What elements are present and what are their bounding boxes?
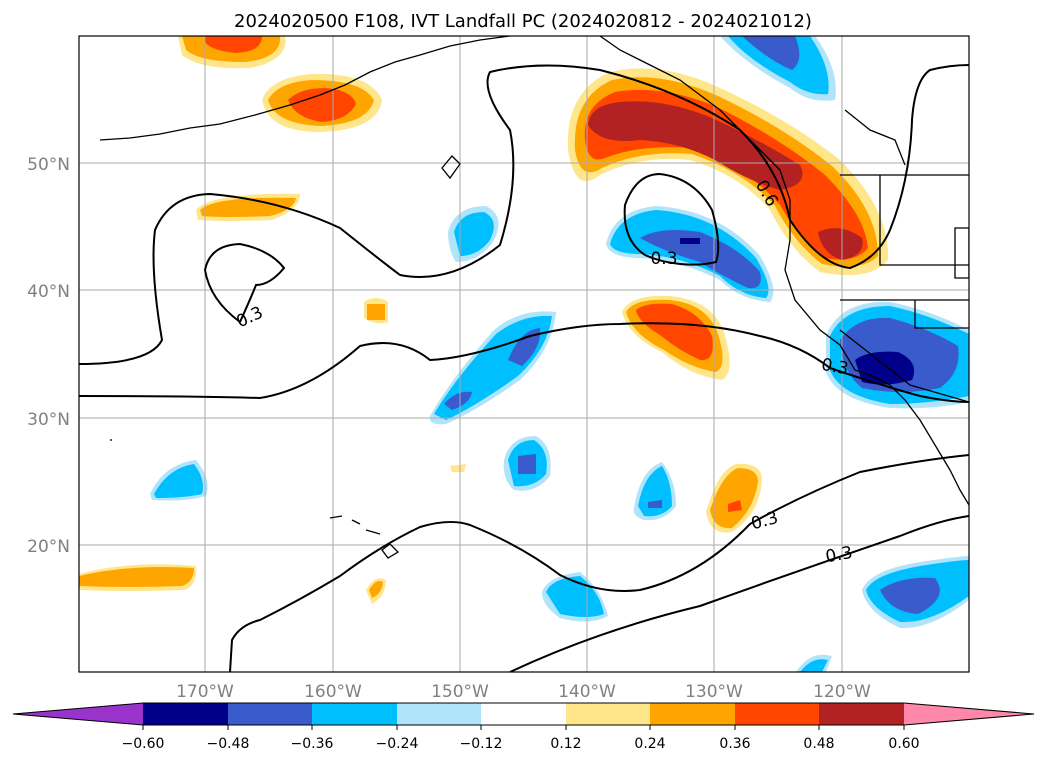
negative-anomaly-20n <box>633 462 676 521</box>
contour-lines <box>79 64 969 672</box>
latitude-labels: 50°N 40°N 30°N 20°N <box>27 155 70 557</box>
lon-label-120w: 120°W <box>813 682 871 702</box>
colorbar-segment-4 <box>397 703 481 725</box>
lat-label-40: 40°N <box>27 282 70 302</box>
positive-anomaly-central <box>622 295 730 380</box>
map-title: 2024020500 F108, IVT Landfall PC (202402… <box>234 11 812 32</box>
colorbar-segment-5 <box>481 703 566 725</box>
colorbar: −0.60 −0.48 −0.36 −0.24 −0.12 0.12 0.24 … <box>12 702 1035 752</box>
positive-anomaly-small-40n <box>364 298 388 324</box>
colorbar-label-5: 0.12 <box>550 736 581 752</box>
colorbar-segment-8 <box>735 703 819 725</box>
colorbar-label-4: −0.12 <box>460 736 503 752</box>
contour-label-c: 0.3 <box>820 355 850 379</box>
gridlines <box>79 36 969 672</box>
colorbar-label-7: 0.36 <box>719 736 750 752</box>
colorbar-label-9: 0.60 <box>888 736 919 752</box>
colorbar-label-1: −0.48 <box>207 736 250 752</box>
negative-anomaly-oregon-offshore <box>606 206 774 302</box>
lon-label-150w: 150°W <box>431 682 489 702</box>
lon-label-160w: 160°W <box>304 682 362 702</box>
colorbar-segment-6 <box>566 703 650 725</box>
map-frame <box>78 35 970 673</box>
lon-label-140w: 140°W <box>558 682 616 702</box>
positive-anomaly-alaska-peninsula <box>262 73 382 132</box>
lon-label-170w: 170°W <box>176 682 234 702</box>
colorbar-segment-2 <box>228 703 312 725</box>
colorbar-label-0: −0.60 <box>122 736 165 752</box>
lat-label-20: 20°N <box>27 537 70 557</box>
colorbar-label-2: −0.36 <box>291 736 334 752</box>
positive-anomaly-pacific-northwest <box>567 68 889 276</box>
positive-anomaly-hawaii-west <box>79 564 197 591</box>
positive-anomaly-25n <box>706 463 762 533</box>
longitude-labels: 170°W 160°W 150°W 140°W 130°W 120°W <box>176 682 871 702</box>
colorbar-segment-3 <box>312 703 397 725</box>
negative-anomaly-top-right <box>720 36 836 101</box>
contour-label-f: 0.3 <box>824 543 854 567</box>
colorbar-label-8: 0.48 <box>803 736 834 752</box>
negative-anomaly-bottom <box>796 654 832 672</box>
negative-anomaly-southeast <box>862 556 969 629</box>
negative-anomaly-central <box>429 311 556 425</box>
filled-anomalies <box>79 36 969 672</box>
contour-label-b: 0.3 <box>650 249 677 269</box>
positive-anomaly-tiny <box>450 464 466 472</box>
colorbar-segment-1 <box>143 703 228 725</box>
negative-anomaly-28n <box>503 436 551 491</box>
colorbar-segment-10 <box>904 703 1034 725</box>
positive-anomaly-small-hawaii <box>366 578 386 604</box>
colorbar-label-6: 0.24 <box>634 736 665 752</box>
colorbar-label-3: −0.24 <box>376 736 419 752</box>
positive-anomaly-west <box>196 193 300 221</box>
lat-label-50: 50°N <box>27 155 70 175</box>
negative-anomaly-west-hawaii <box>150 460 208 501</box>
negative-anomaly-northwest-of-center <box>448 206 499 262</box>
colorbar-ticks <box>142 725 905 730</box>
lon-label-130w: 130°W <box>685 682 743 702</box>
colorbar-segment-7 <box>650 703 735 725</box>
colorbar-segment-0 <box>13 703 143 725</box>
colorbar-segment-9 <box>819 703 904 725</box>
coastlines <box>99 36 969 559</box>
lat-label-30: 30°N <box>27 410 70 430</box>
